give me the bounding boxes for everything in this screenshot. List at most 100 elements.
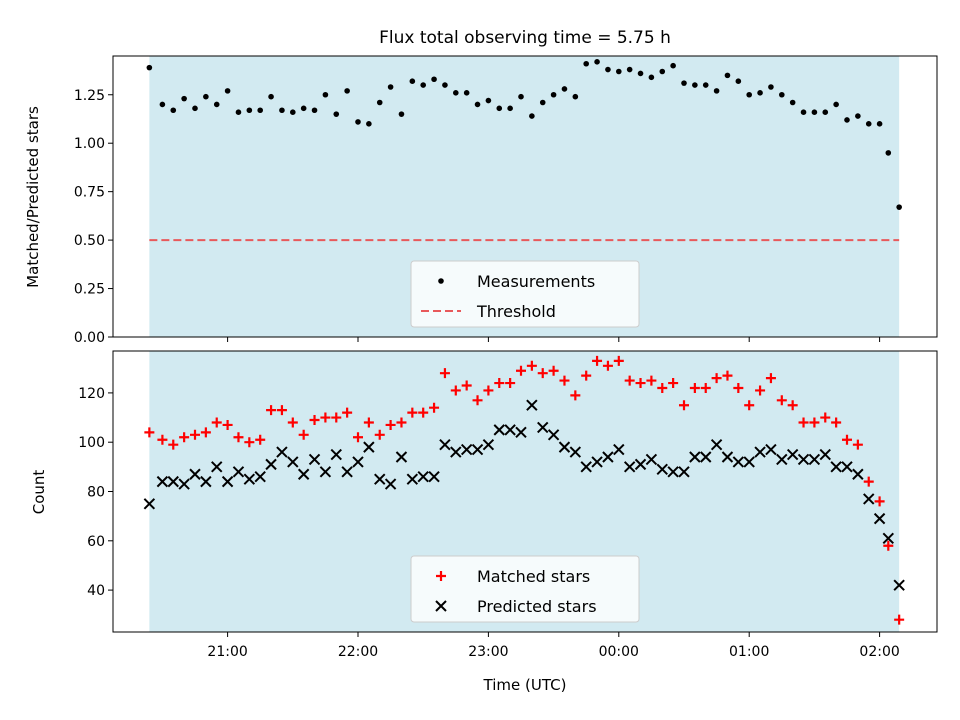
- data-point: [689, 382, 700, 393]
- data-point: [569, 446, 582, 458]
- data-point: [157, 434, 168, 445]
- data-point: [657, 382, 668, 393]
- x-tick-label: 23:00: [468, 644, 508, 660]
- data-point: [776, 453, 788, 466]
- data-point: [537, 421, 549, 434]
- data-point: [876, 121, 883, 127]
- data-point: [353, 432, 363, 443]
- data-point: [679, 400, 689, 411]
- y-tick-label: 100: [78, 435, 105, 451]
- data-point: [768, 84, 774, 90]
- data-point: [453, 90, 459, 96]
- data-point: [439, 368, 450, 379]
- series-predicted-stars: [143, 399, 905, 591]
- data-point: [616, 68, 622, 75]
- data-point: [743, 456, 755, 468]
- data-point: [547, 429, 560, 441]
- data-point: [450, 385, 461, 396]
- x-tick-label: 02:00: [859, 644, 899, 660]
- data-point: [592, 355, 603, 366]
- data-point: [156, 475, 169, 488]
- data-point: [420, 82, 427, 88]
- x-tick-label: 01:00: [729, 644, 769, 660]
- data-point: [757, 90, 763, 96]
- data-point: [635, 378, 646, 389]
- x-axis-label: Time (UTC): [483, 676, 567, 694]
- data-point: [711, 373, 722, 384]
- data-point: [407, 407, 418, 418]
- data-point: [591, 456, 603, 468]
- data-point: [550, 91, 557, 98]
- legend-marker: [438, 278, 444, 284]
- legend-marker: [436, 571, 446, 581]
- data-point: [681, 80, 687, 86]
- data-point: [471, 443, 484, 456]
- x-tick-label: 21:00: [207, 644, 247, 660]
- data-point: [255, 434, 266, 445]
- data-point: [896, 204, 902, 210]
- data-point: [507, 105, 513, 112]
- data-point: [409, 78, 416, 84]
- data-point: [808, 453, 821, 466]
- bottom-panel: 40 60 80 100 120 21:00 22:00 23:00 00:00 01:00 02:…: [78, 350, 938, 660]
- data-point: [309, 415, 320, 426]
- data-point: [159, 101, 166, 108]
- data-point: [659, 68, 666, 75]
- data-point: [765, 373, 776, 384]
- data-point: [203, 93, 209, 100]
- data-point: [605, 66, 611, 73]
- data-point: [724, 72, 731, 79]
- data-point: [645, 453, 658, 466]
- data-point: [167, 475, 179, 488]
- data-point: [561, 86, 568, 92]
- data-point: [276, 405, 287, 416]
- data-point: [485, 97, 492, 104]
- data-point: [842, 434, 852, 445]
- data-point: [483, 385, 494, 396]
- data-point: [330, 448, 342, 461]
- data-point: [200, 475, 212, 488]
- data-point: [746, 91, 752, 98]
- data-point: [852, 439, 863, 450]
- data-point: [460, 443, 473, 456]
- data-point: [646, 375, 657, 386]
- data-point: [797, 453, 810, 466]
- data-point: [505, 378, 516, 389]
- y-tick-label: 1.25: [74, 88, 105, 104]
- data-point: [287, 456, 299, 468]
- data-point: [648, 74, 655, 81]
- data-point: [243, 473, 256, 485]
- data-point: [798, 417, 809, 428]
- data-point: [594, 59, 600, 65]
- legend-label: Matched stars: [477, 567, 590, 586]
- data-point: [222, 419, 233, 430]
- data-point: [626, 66, 633, 73]
- data-point: [266, 405, 277, 416]
- data-point: [211, 461, 223, 473]
- data-point: [893, 579, 905, 591]
- data-point: [224, 88, 231, 94]
- data-point: [863, 476, 874, 487]
- data-point: [689, 451, 701, 463]
- data-point: [311, 107, 318, 114]
- data-point: [333, 111, 340, 117]
- data-point: [700, 382, 711, 393]
- series-matched-stars: [144, 355, 905, 625]
- data-point: [143, 498, 156, 510]
- data-point: [713, 88, 720, 94]
- data-point: [232, 466, 245, 478]
- data-point: [429, 402, 440, 413]
- data-point: [418, 407, 429, 418]
- y-tick-label: 40: [87, 583, 105, 599]
- data-point: [211, 417, 222, 428]
- y-tick-label: 60: [87, 534, 105, 550]
- data-point: [830, 461, 842, 473]
- data-point: [246, 107, 253, 114]
- chart-title: Flux total observing time = 5.75 h: [379, 28, 671, 48]
- data-point: [308, 453, 321, 466]
- data-point: [366, 121, 372, 127]
- y-tick-label: 1.00: [74, 136, 105, 152]
- data-point: [290, 109, 296, 115]
- data-point: [602, 451, 614, 463]
